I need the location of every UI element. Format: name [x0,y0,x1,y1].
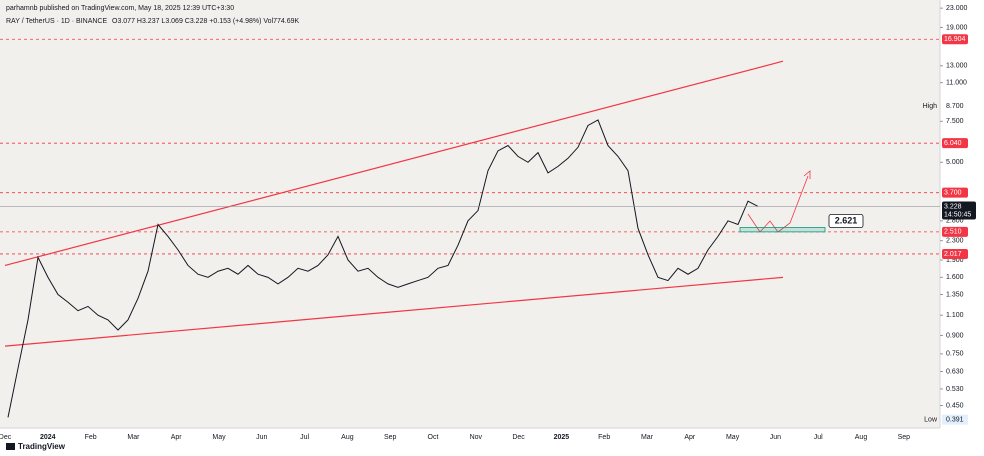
x-tick-label: Apr [171,434,183,441]
level-label: 2.017 [944,251,962,258]
y-tick-label: 2.800 [946,218,964,225]
level-tag [942,187,968,198]
low-tag [942,414,968,425]
projection-path [747,175,809,233]
x-tick-label: Nov [470,434,483,441]
x-tick-label: Aug [855,434,868,441]
level-label: 2.510 [944,229,962,236]
plot-area [0,0,940,428]
x-tick-label: Apr [684,434,696,441]
x-tick-label: Dec [0,434,12,441]
last-price-tag [942,201,976,220]
zone-label: 2.621 [835,215,858,225]
y-tick-label: 19.000 [946,24,968,31]
level-tag [942,248,968,259]
y-tick-label: 1.900 [946,257,964,264]
logo: TradingView [6,442,66,451]
x-tick-label: Mar [127,434,140,441]
high-text: High [923,103,938,110]
y-tick-label: 1.100 [946,312,964,319]
trendline [4,60,784,267]
x-tick-label: Jul [300,434,309,441]
logo-icon [6,443,15,450]
x-tick-label: Sep [898,434,911,441]
x-tick-label: Feb [85,434,97,441]
x-tick-label: May [212,434,226,441]
y-tick-label: 11.000 [946,79,967,86]
price-line [7,119,759,418]
level-label: 3.700 [944,190,962,197]
high-label: 8.700 [946,103,964,110]
y-tick-label: 1.600 [946,274,964,281]
level-tag [942,226,968,237]
logo-text: TradingView [18,442,66,451]
low-label: 0.391 [946,417,964,424]
x-tick-label: Jun [256,434,267,441]
x-tick-label: May [726,434,740,441]
publisher: parhamnb published on TradingView.com, M… [6,5,234,12]
x-tick-label: Jun [770,434,781,441]
y-tick-label: 23.000 [946,5,968,12]
x-tick-label: 2025 [554,434,570,441]
trendline [4,276,784,347]
x-tick-label: Aug [341,434,354,441]
level-tag [942,34,968,45]
symbol: RAY / TetherUS · 1D · BINANCE [6,18,107,25]
y-tick-label: 0.630 [946,368,964,375]
ohlc: O3.077 H3.237 L3.069 C3.228 +0.153 (+4.9… [112,18,300,25]
y-tick-label: 0.530 [946,386,964,393]
x-tick-label: Oct [428,434,439,441]
x-tick-label: Mar [641,434,654,441]
y-tick-label: 0.900 [946,332,964,339]
level-tag [942,138,968,149]
level-label: 6.040 [944,140,962,147]
x-tick-label: Feb [598,434,610,441]
y-tick-label: 5.000 [946,159,964,166]
level-label: 16.904 [944,36,966,43]
x-tick-label: Sep [384,434,397,441]
x-tick-label: Jul [814,434,823,441]
y-tick-label: 7.500 [946,118,964,125]
x-tick-label: Dec [512,434,525,441]
y-tick-label: 1.350 [946,291,964,298]
y-tick-label: 0.450 [946,402,964,409]
x-tick-label: 2024 [40,434,56,441]
y-tick-label: 0.750 [946,351,964,358]
low-text: Low [924,417,938,424]
last-price-label: 3.228 [944,203,962,210]
y-tick-label: 13.000 [946,63,968,70]
projection-arrow [803,170,811,179]
zone [739,227,826,233]
y-tick-label: 2.300 [946,238,964,245]
zone-tag [828,214,864,228]
countdown: 14:50:45 [944,211,971,218]
